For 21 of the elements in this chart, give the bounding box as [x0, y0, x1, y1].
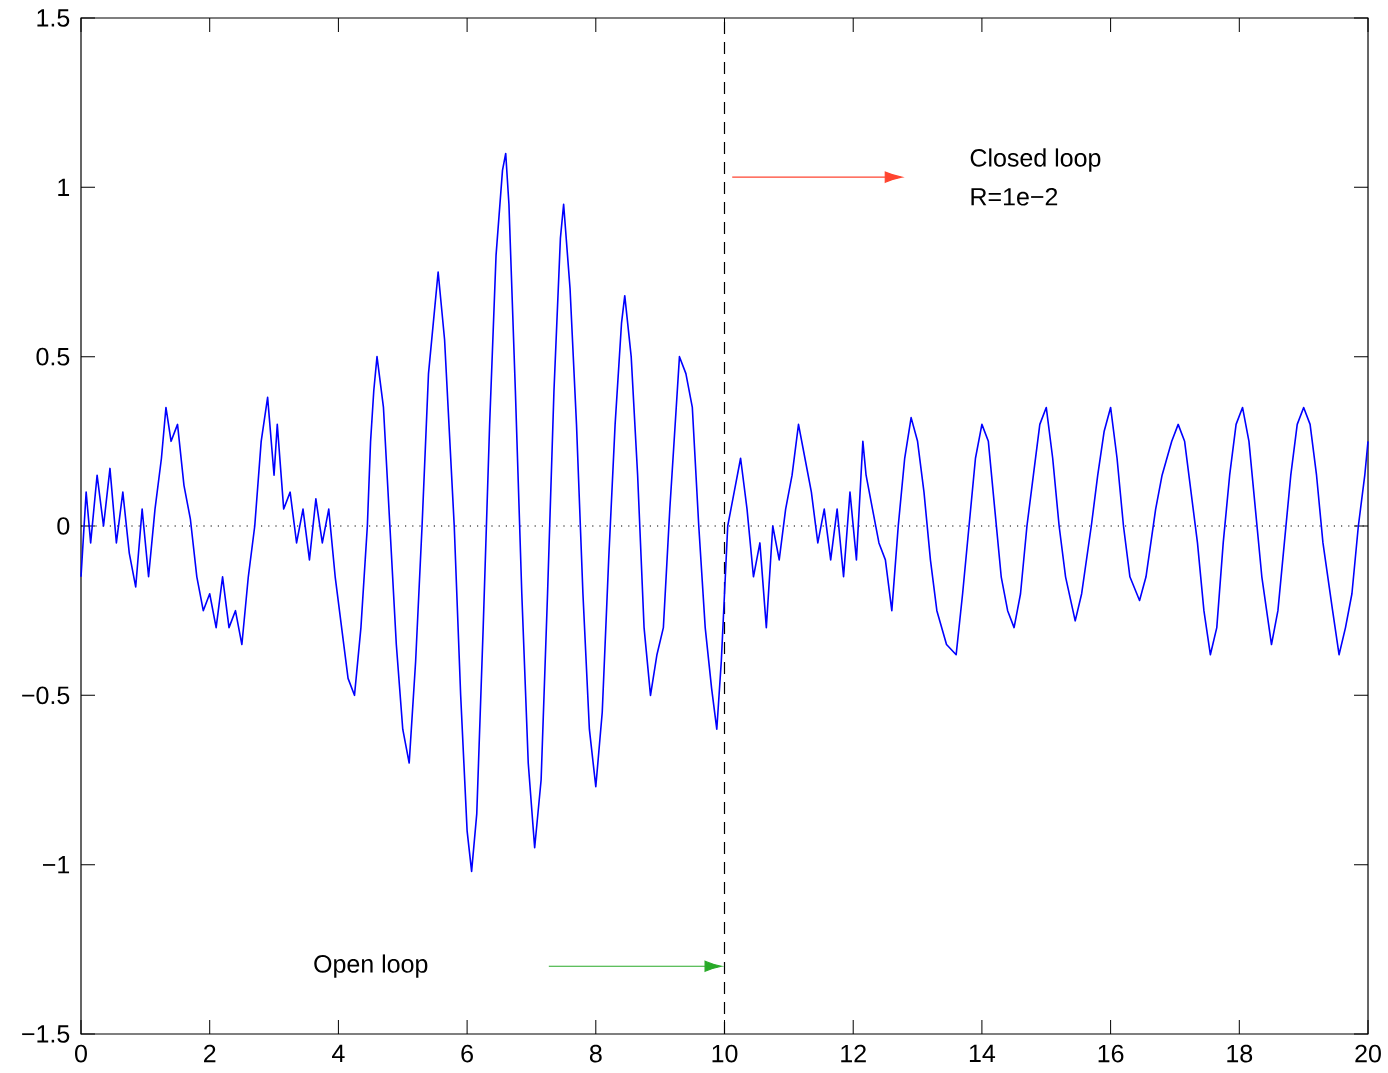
x-tick-label: 2 — [204, 1044, 216, 1063]
y-tick-label: −1 — [42, 856, 70, 874]
x-tick-label: 10 — [712, 1044, 738, 1063]
x-tick-label: 4 — [332, 1044, 345, 1062]
x-tick-label: 12 — [841, 1044, 866, 1063]
x-tick-label: 8 — [589, 1044, 602, 1063]
y-tick-label: 0 — [57, 517, 70, 535]
x-tick-label: 0 — [75, 1044, 87, 1063]
x-tick-label: 16 — [1098, 1044, 1124, 1063]
annotation: R=1e−2 — [971, 187, 1058, 206]
x-tick-label: 20 — [1355, 1044, 1381, 1063]
x-tick-label: 14 — [969, 1044, 996, 1062]
annotation: Open loop — [314, 954, 428, 978]
y-tick-label: 1 — [58, 178, 70, 196]
x-tick-label: 18 — [1227, 1044, 1253, 1063]
y-tick-label: −1.5 — [22, 1025, 70, 1043]
annotation: Closed loop — [970, 148, 1101, 172]
y-tick-label: 1.5 — [37, 9, 70, 27]
y-tick-label: −0.5 — [22, 686, 70, 705]
y-tick-label: 0.5 — [36, 347, 70, 366]
x-tick-label: 6 — [461, 1044, 473, 1063]
